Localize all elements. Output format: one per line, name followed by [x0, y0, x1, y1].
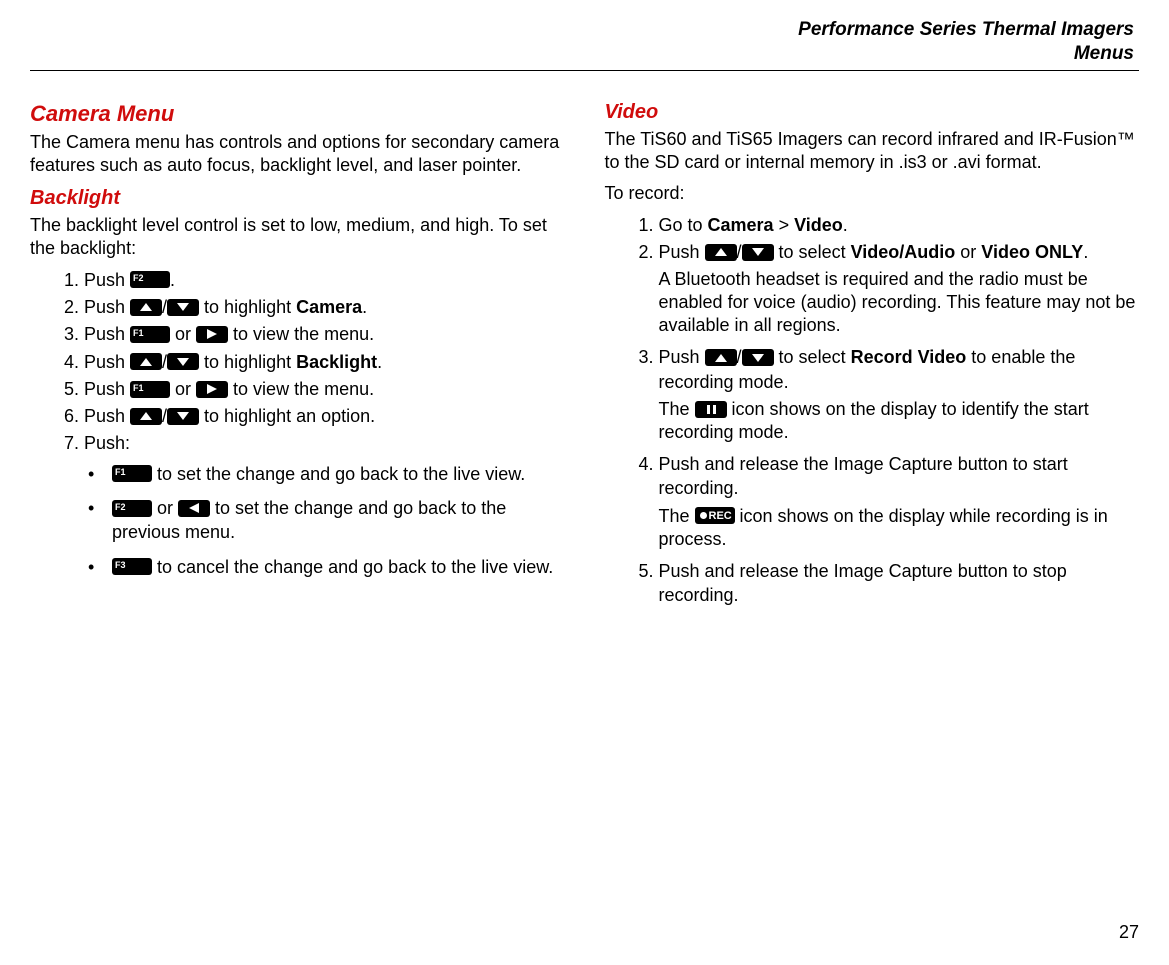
video-steps: Go to Camera > Video. Push / to select V… — [605, 213, 1140, 608]
header-rule — [30, 70, 1139, 71]
down-arrow-icon — [742, 349, 774, 366]
vstep-2-note: A Bluetooth headset is required and the … — [659, 268, 1140, 337]
step-7: Push: F1 to set the change and go back t… — [84, 431, 565, 578]
down-arrow-icon — [167, 353, 199, 370]
f1-key-icon: F1 — [112, 465, 152, 482]
option-f1: F1 to set the change and go back to the … — [84, 462, 565, 486]
up-arrow-icon — [130, 353, 162, 370]
rec-icon: REC — [695, 507, 735, 524]
option-f3: F3 to cancel the change and go back to t… — [84, 555, 565, 579]
right-column: Video The TiS60 and TiS65 Imagers can re… — [605, 101, 1140, 611]
camera-menu-intro: The Camera menu has controls and options… — [30, 131, 565, 177]
right-arrow-icon — [196, 381, 228, 398]
f1-key-icon: F1 — [130, 326, 170, 343]
content-columns: Camera Menu The Camera menu has controls… — [30, 101, 1139, 611]
video-heading: Video — [605, 101, 1140, 124]
vstep-1: Go to Camera > Video. — [659, 213, 1140, 237]
down-arrow-icon — [167, 408, 199, 425]
video-lead: To record: — [605, 182, 1140, 205]
up-arrow-icon — [705, 349, 737, 366]
vstep-5: Push and release the Image Capture butto… — [659, 559, 1140, 608]
step-2: Push / to highlight Camera. — [84, 295, 565, 319]
page: Performance Series Thermal Imagers Menus… — [0, 0, 1169, 965]
f2-key-icon: F2 — [112, 500, 152, 517]
step-1: Push F2. — [84, 268, 565, 292]
step-7-options: F1 to set the change and go back to the … — [84, 462, 565, 579]
up-arrow-icon — [705, 244, 737, 261]
up-arrow-icon — [130, 299, 162, 316]
down-arrow-icon — [742, 244, 774, 261]
f3-key-icon: F3 — [112, 558, 152, 575]
step-5: Push F1 or to view the menu. — [84, 377, 565, 401]
right-arrow-icon — [196, 326, 228, 343]
page-number: 27 — [1119, 922, 1139, 943]
vstep-4-note: The REC icon shows on the display while … — [659, 505, 1140, 551]
vstep-2: Push / to select Video/Audio or Video ON… — [659, 240, 1140, 337]
step-3: Push F1 or to view the menu. — [84, 322, 565, 346]
backlight-intro: The backlight level control is set to lo… — [30, 214, 565, 260]
video-intro: The TiS60 and TiS65 Imagers can record i… — [605, 128, 1140, 174]
running-header: Performance Series Thermal Imagers Menus — [30, 18, 1139, 66]
backlight-heading: Backlight — [30, 187, 565, 210]
up-arrow-icon — [130, 408, 162, 425]
option-f2: F2 or to set the change and go back to t… — [84, 496, 565, 545]
header-line2: Menus — [1074, 43, 1134, 64]
left-arrow-icon — [178, 500, 210, 517]
vstep-3-note: The icon shows on the display to identif… — [659, 398, 1140, 444]
step-6: Push / to highlight an option. — [84, 404, 565, 428]
camera-menu-heading: Camera Menu — [30, 101, 565, 127]
left-column: Camera Menu The Camera menu has controls… — [30, 101, 565, 611]
f1-key-icon: F1 — [130, 381, 170, 398]
header-line1: Performance Series Thermal Imagers — [798, 19, 1134, 40]
f2-key-icon: F2 — [130, 271, 170, 288]
down-arrow-icon — [167, 299, 199, 316]
vstep-4: Push and release the Image Capture butto… — [659, 452, 1140, 551]
vstep-3: Push / to select Record Video to enable … — [659, 345, 1140, 444]
step-4: Push / to highlight Backlight. — [84, 350, 565, 374]
pause-icon — [695, 401, 727, 418]
backlight-steps: Push F2. Push / to highlight Camera. Pus… — [30, 268, 565, 579]
